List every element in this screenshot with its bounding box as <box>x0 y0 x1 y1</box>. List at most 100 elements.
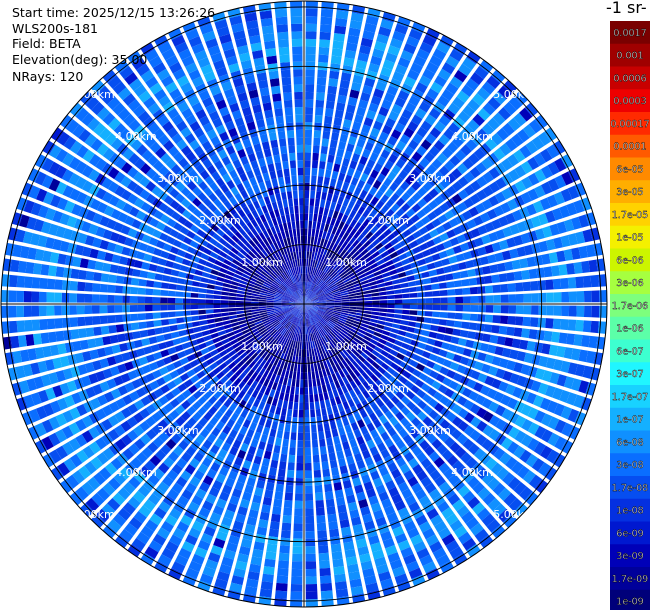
ray-cell <box>388 153 398 164</box>
range-label: 4.00km <box>451 130 493 143</box>
ray-cell <box>354 484 364 494</box>
ray-cell <box>286 322 292 330</box>
ray-cell <box>292 54 303 62</box>
ray-cell <box>110 388 122 400</box>
ray-cell <box>291 275 296 284</box>
ray-cell <box>408 345 417 353</box>
colorbar-tick-label: 6e-05 <box>616 164 643 175</box>
ray-cell <box>277 367 283 376</box>
ray-cell <box>55 165 68 179</box>
ray-cell <box>308 291 314 299</box>
ray-cell <box>242 205 251 215</box>
ray-cell <box>357 393 366 403</box>
ray-cell <box>324 334 331 342</box>
ray-cell <box>372 48 385 59</box>
ray-cell <box>297 341 300 350</box>
ray-cell <box>522 470 536 484</box>
ray-cell <box>322 368 327 378</box>
ray-cell <box>336 179 344 189</box>
ray-cell <box>451 428 463 440</box>
ray-cell <box>215 420 225 431</box>
ray-cell <box>567 233 578 246</box>
ray-cell <box>145 245 156 254</box>
ray-cell <box>401 488 413 500</box>
ray-cell <box>128 516 143 530</box>
ray-cell <box>519 486 533 501</box>
ray-cell <box>165 540 179 553</box>
ray-cell <box>549 372 560 385</box>
ray-cell <box>15 365 26 379</box>
ray-cell <box>370 502 382 513</box>
ray-cell <box>369 412 378 422</box>
colorbar-tick-label: 3e-09 <box>616 551 643 562</box>
ray-cell <box>366 109 377 120</box>
ray-cell <box>273 321 281 328</box>
ray-cell <box>297 274 301 282</box>
ray-cell <box>409 428 420 439</box>
ray-cell <box>372 145 383 156</box>
ray-cell <box>228 383 237 392</box>
ray-cell <box>87 117 101 132</box>
ray-cell <box>336 321 345 327</box>
ray-cell <box>534 169 547 183</box>
ray-cell <box>330 261 338 269</box>
ray-cell <box>334 17 348 27</box>
ray-cell <box>310 307 318 311</box>
ray-cell <box>229 582 243 593</box>
ray-cell <box>246 377 255 387</box>
ray-cell <box>278 552 290 562</box>
ray-cell <box>186 417 197 428</box>
ray-cell <box>69 491 84 506</box>
ray-cell <box>27 425 40 440</box>
ray-cell <box>520 160 533 174</box>
ray-cell <box>274 224 281 234</box>
ray-cell <box>215 66 228 78</box>
ray-cell <box>482 492 496 506</box>
ray-cell <box>185 114 197 126</box>
ray-cell <box>157 419 169 430</box>
ray-cell <box>290 307 298 311</box>
ray-cell <box>229 429 238 439</box>
ray-cell <box>371 292 380 297</box>
ray-cell <box>315 355 320 364</box>
ray-cell <box>312 332 316 341</box>
ray-cell <box>264 353 271 361</box>
ray-cell <box>240 259 249 267</box>
ray-cell <box>199 115 211 127</box>
ray-cell <box>578 380 589 394</box>
ray-cell <box>124 462 137 475</box>
ray-cell <box>198 90 211 101</box>
ray-cell <box>365 255 374 263</box>
ray-cell <box>193 145 205 157</box>
ray-cell <box>197 299 206 304</box>
ray-cell <box>482 102 496 116</box>
ray-cell <box>69 407 81 420</box>
ray-cell <box>438 114 451 127</box>
ray-cell <box>439 289 448 297</box>
ray-cell <box>468 443 480 456</box>
ray-cell <box>297 289 302 298</box>
ray-cell <box>432 311 441 318</box>
ray-cell <box>215 358 224 366</box>
ray-cell <box>326 437 334 447</box>
ray-cell <box>191 255 200 263</box>
ray-cell <box>215 498 227 509</box>
ray-cell <box>87 259 97 270</box>
ray-cell <box>308 341 311 350</box>
ray-cell <box>342 401 350 410</box>
ray-cell <box>193 175 204 186</box>
ray-cell <box>214 317 223 323</box>
range-label: 1.00km <box>325 256 367 269</box>
ray-cell <box>304 175 310 183</box>
ray-cell <box>221 366 231 375</box>
ray-cell <box>455 346 465 355</box>
ray-cell <box>481 81 496 95</box>
ray-cell <box>317 423 324 432</box>
ray-cell <box>369 262 379 270</box>
ray-cell <box>315 331 320 340</box>
ray-cell <box>516 128 530 143</box>
ray-cell <box>267 326 275 333</box>
ray-cell <box>376 210 385 220</box>
ray-cell <box>197 134 209 145</box>
ray-cell <box>368 102 379 113</box>
